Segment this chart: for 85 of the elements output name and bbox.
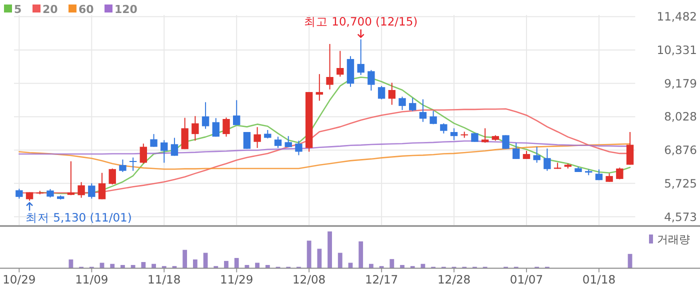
bar bbox=[110, 264, 115, 268]
annotation: 최고 10,700 (12/15) bbox=[304, 14, 418, 28]
x-tick-label: 11/29 bbox=[220, 272, 254, 286]
legend-label: 거래량 bbox=[657, 233, 690, 246]
bar bbox=[306, 240, 312, 268]
x-tick-label: 11/09 bbox=[75, 272, 108, 286]
bar bbox=[182, 250, 188, 268]
legend-label: 60 bbox=[78, 3, 94, 16]
candlestick bbox=[326, 43, 334, 90]
candlestick bbox=[16, 188, 23, 200]
legend-label: 5 bbox=[14, 3, 22, 16]
candlestick bbox=[533, 146, 540, 164]
candlestick bbox=[316, 74, 324, 102]
bar bbox=[68, 259, 74, 268]
candlestick bbox=[430, 110, 437, 125]
y-tick-label: 6,876 bbox=[664, 143, 697, 158]
bar bbox=[368, 264, 374, 268]
candlestick bbox=[222, 117, 230, 138]
candlestick bbox=[170, 137, 178, 156]
y-tick-label: 9,179 bbox=[664, 76, 697, 90]
candlestick bbox=[512, 142, 520, 160]
y-tick-label: 10,331 bbox=[656, 43, 697, 58]
candlestick bbox=[88, 182, 96, 200]
candlestick bbox=[232, 100, 240, 126]
x-tick-label: 01/07 bbox=[510, 272, 544, 286]
bar bbox=[265, 264, 270, 268]
x-tick-label: 12/17 bbox=[364, 272, 398, 286]
candlestick bbox=[378, 85, 386, 100]
bar bbox=[338, 252, 342, 268]
candlestick bbox=[108, 168, 116, 185]
candlestick bbox=[67, 160, 75, 196]
candlestick bbox=[140, 143, 148, 164]
bar bbox=[400, 264, 404, 268]
candlestick bbox=[129, 157, 137, 172]
candlestick bbox=[212, 118, 220, 138]
candlestick bbox=[336, 50, 344, 78]
x-tick-label: 01/18 bbox=[582, 272, 616, 286]
x-tick-label: 12/28 bbox=[437, 272, 471, 286]
annotation: 최저 5,130 (11/01) bbox=[26, 210, 132, 225]
candlestick bbox=[626, 132, 634, 166]
x-tick-label: 12/08 bbox=[292, 272, 326, 286]
bar bbox=[358, 241, 364, 268]
bar bbox=[317, 248, 322, 268]
candlestick bbox=[398, 96, 406, 111]
candlestick bbox=[419, 98, 427, 122]
candlestick bbox=[274, 136, 282, 148]
candlestick bbox=[481, 128, 489, 144]
candlestick bbox=[192, 116, 199, 142]
candlestick bbox=[295, 140, 302, 156]
bar bbox=[224, 260, 228, 268]
bar bbox=[255, 262, 260, 268]
x-tick-label: 10/29 bbox=[2, 272, 36, 286]
candlestick bbox=[98, 172, 106, 200]
candlestick bbox=[150, 134, 158, 148]
candlestick bbox=[202, 102, 210, 130]
y-tick-label: 11,482 bbox=[656, 10, 697, 24]
y-tick-label: 5,725 bbox=[664, 176, 697, 190]
bar bbox=[130, 264, 136, 268]
bar bbox=[390, 259, 394, 268]
bar bbox=[120, 264, 125, 268]
candlestick bbox=[254, 126, 261, 148]
bar bbox=[141, 262, 146, 268]
legend-label: 20 bbox=[42, 3, 58, 16]
y-tick-label: 8,028 bbox=[664, 110, 697, 124]
candlestick bbox=[502, 134, 510, 150]
x-tick-label: 11/18 bbox=[148, 272, 181, 286]
candlestick bbox=[357, 38, 364, 76]
legend-label: 120 bbox=[114, 3, 138, 16]
bar bbox=[234, 258, 239, 268]
candlestick bbox=[368, 70, 375, 92]
candlestick bbox=[160, 140, 168, 164]
candlestick bbox=[450, 128, 458, 141]
bar bbox=[192, 259, 198, 268]
candlestick bbox=[388, 82, 396, 106]
candlestick bbox=[440, 122, 448, 134]
candlestick bbox=[409, 97, 416, 112]
candlestick bbox=[460, 131, 468, 138]
bar bbox=[152, 264, 156, 268]
candlestick bbox=[181, 117, 188, 150]
candlestick bbox=[78, 182, 85, 198]
candlestick bbox=[243, 132, 251, 150]
candlestick bbox=[544, 148, 551, 172]
candlestick bbox=[119, 159, 126, 172]
y-tick-label: 4,573 bbox=[664, 210, 697, 224]
bar bbox=[328, 231, 332, 268]
